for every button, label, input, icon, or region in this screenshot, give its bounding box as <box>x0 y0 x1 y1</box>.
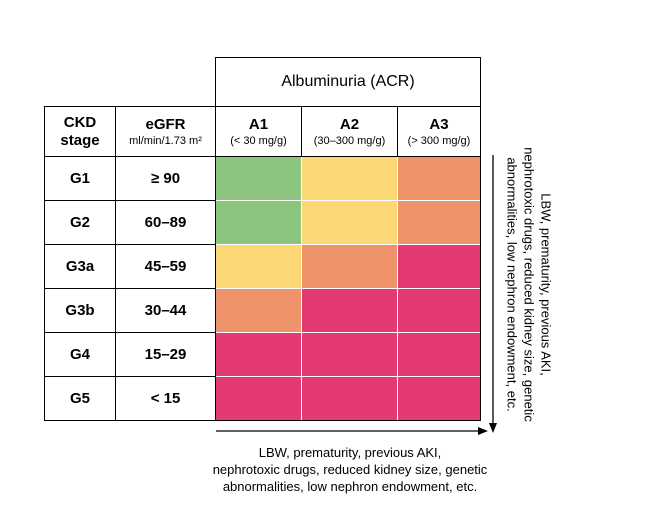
acr-column-label: A1 <box>248 115 269 133</box>
ckd-stage-cell: G3a <box>44 244 116 289</box>
risk-cell-red <box>398 245 482 289</box>
acr-column-a3: A3 (> 300 mg/g) <box>397 106 481 157</box>
acr-column-label: A3 <box>429 115 449 133</box>
ckd-stage-header-line1: CKD <box>63 113 97 131</box>
bottom-caption-line: LBW, prematurity, previous AKI, <box>258 445 442 460</box>
side-caption-line: abnormalities, low nephron endowment, et… <box>504 157 520 412</box>
egfr-range-cell: 30–44 <box>115 288 216 333</box>
acr-column-label: A2 <box>339 115 360 133</box>
albuminuria-header-label: Albuminuria (ACR) <box>281 73 415 90</box>
ckd-stage-cell: G2 <box>44 200 116 245</box>
risk-cell-yellow <box>302 157 398 201</box>
acr-column-a1: A1 (< 30 mg/g) <box>215 106 302 157</box>
acr-column-a2: A2 (30–300 mg/g) <box>301 106 398 157</box>
risk-cell-green <box>216 201 302 245</box>
ckd-stage-header: CKD stage <box>44 106 116 157</box>
egfr-range-cell: < 15 <box>115 376 216 421</box>
acr-column-range: (30–300 mg/g) <box>313 134 386 147</box>
risk-cell-red <box>398 289 482 333</box>
side-caption-line: nephrotoxic drugs, reduced kidney size, … <box>521 147 537 422</box>
risk-cell-yellow <box>216 245 302 289</box>
albuminuria-header: Albuminuria (ACR) <box>215 57 481 107</box>
egfr-range-cell: ≥ 90 <box>115 156 216 201</box>
ckd-stage-cell: G3b <box>44 288 116 333</box>
egfr-header-label: eGFR <box>145 115 186 133</box>
bottom-caption-line: abnormalities, low nephron endowment, et… <box>222 479 478 494</box>
bottom-caption: LBW, prematurity, previous AKI, nephroto… <box>185 444 515 495</box>
ckd-stage-cell: G4 <box>44 332 116 377</box>
risk-cell-red <box>216 333 302 377</box>
risk-cell-green <box>216 157 302 201</box>
risk-cell-yellow <box>302 201 398 245</box>
risk-cell-orange <box>216 289 302 333</box>
risk-cell-red <box>302 333 398 377</box>
acr-column-range: (< 30 mg/g) <box>230 134 287 147</box>
bottom-caption-line: nephrotoxic drugs, reduced kidney size, … <box>212 462 488 477</box>
risk-cell-orange <box>398 157 482 201</box>
side-caption-line: LBW, prematurity, previous AKI, <box>538 193 554 376</box>
side-caption: LBW, prematurity, previous AKI, nephroto… <box>504 120 555 450</box>
risk-cell-red <box>302 377 398 421</box>
egfr-header-unit: ml/min/1.73 m² <box>129 134 202 147</box>
ckd-stage-cell: G5 <box>44 376 116 421</box>
risk-cell-red <box>216 377 302 421</box>
risk-cell-red <box>302 289 398 333</box>
risk-cell-orange <box>398 201 482 245</box>
risk-cell-orange <box>302 245 398 289</box>
ckd-stage-header-line2: stage <box>60 131 100 149</box>
right-arrow <box>489 155 497 433</box>
egfr-range-cell: 60–89 <box>115 200 216 245</box>
ckd-stage-cell: G1 <box>44 156 116 201</box>
acr-column-range: (> 300 mg/g) <box>407 134 471 147</box>
risk-cell-red <box>398 333 482 377</box>
egfr-range-cell: 45–59 <box>115 244 216 289</box>
egfr-range-cell: 15–29 <box>115 332 216 377</box>
egfr-header: eGFR ml/min/1.73 m² <box>115 106 216 157</box>
bottom-arrow <box>216 427 488 435</box>
risk-cell-red <box>398 377 482 421</box>
